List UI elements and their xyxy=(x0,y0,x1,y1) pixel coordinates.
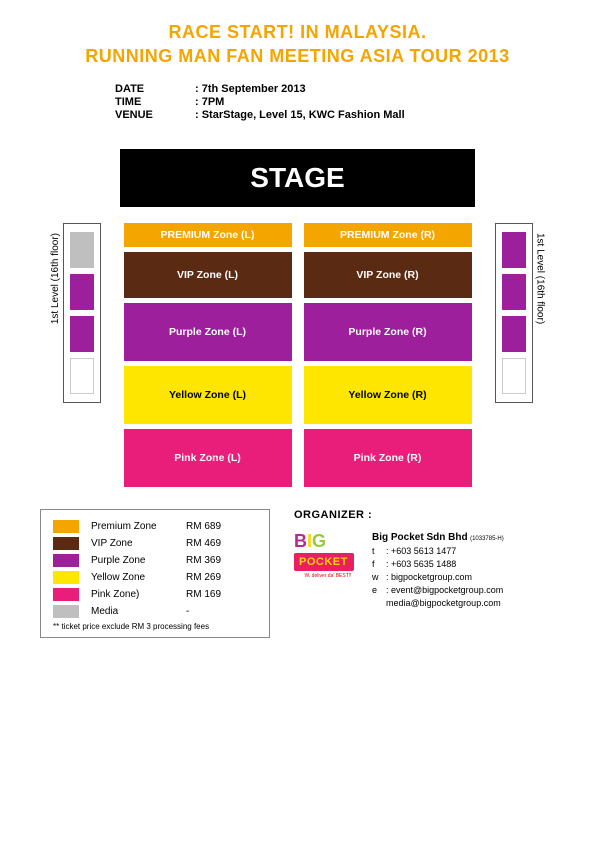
date-value: : 7th September 2013 xyxy=(195,83,306,95)
side-right-label: 1st Level (16th floor) xyxy=(533,223,548,334)
contact-e1: : event@bigpocketgroup.com xyxy=(386,584,503,597)
side-right-boxes xyxy=(495,223,533,403)
side-box xyxy=(70,358,94,394)
side-left-label: 1st Level (16th floor) xyxy=(48,223,63,334)
legend-row: VIP ZoneRM 469 xyxy=(53,537,257,550)
event-info: DATE : 7th September 2013 TIME : 7PM VEN… xyxy=(115,83,595,121)
legend-name: Yellow Zone xyxy=(91,572,186,583)
legend-note: ** ticket price exclude RM 3 processing … xyxy=(53,622,257,631)
zone-premium-l: PREMIUM Zone (L) xyxy=(124,223,292,247)
zone-vip-r: VIP Zone (R) xyxy=(304,252,472,298)
organizer-block: ORGANIZER : BIG POCKET W. deliver da' BE… xyxy=(294,509,555,611)
legend-name: Media xyxy=(91,606,186,617)
side-box xyxy=(502,316,526,352)
page-title: RACE START! IN MALAYSIA. RUNNING MAN FAN… xyxy=(0,0,595,69)
side-right: 1st Level (16th floor) xyxy=(486,223,548,487)
bottom-row: Premium ZoneRM 689VIP ZoneRM 469Purple Z… xyxy=(40,509,555,638)
zone-yellow-r: Yellow Zone (R) xyxy=(304,366,472,424)
side-box xyxy=(502,358,526,394)
zone-premium-r: PREMIUM Zone (R) xyxy=(304,223,472,247)
legend-row: Purple ZoneRM 369 xyxy=(53,554,257,567)
price-legend: Premium ZoneRM 689VIP ZoneRM 469Purple Z… xyxy=(40,509,270,638)
contact-t: : +603 5613 1477 xyxy=(386,545,456,558)
legend-price: RM 689 xyxy=(186,521,221,532)
side-box xyxy=(70,232,94,268)
logo-big-text: BIG xyxy=(294,531,362,552)
side-left: 1st Level (16th floor) xyxy=(48,223,110,487)
contact-key-t: t xyxy=(372,545,386,558)
contact-key-e: e xyxy=(372,584,386,597)
side-box xyxy=(70,316,94,352)
zone-purple-l: Purple Zone (L) xyxy=(124,303,292,361)
legend-row: Yellow ZoneRM 269 xyxy=(53,571,257,584)
venue-label: VENUE xyxy=(115,109,195,121)
title-line1: RACE START! IN MALAYSIA. xyxy=(0,20,595,44)
side-box xyxy=(70,274,94,310)
time-value: : 7PM xyxy=(195,96,224,108)
legend-name: Pink Zone) xyxy=(91,589,186,600)
contact-f: : +603 5635 1488 xyxy=(386,558,456,571)
legend-price: RM 169 xyxy=(186,589,221,600)
zone-pink-r: Pink Zone (R) xyxy=(304,429,472,487)
organizer-company: Big Pocket Sdn Bhd xyxy=(372,532,468,543)
time-label: TIME xyxy=(115,96,195,108)
seating-layout: 1st Level (16th floor) PREMIUM Zone (L) … xyxy=(38,223,558,487)
legend-swatch xyxy=(53,554,79,567)
zone-vip-l: VIP Zone (L) xyxy=(124,252,292,298)
side-box xyxy=(502,274,526,310)
legend-row: Media- xyxy=(53,605,257,618)
stage-block: STAGE xyxy=(120,149,475,207)
legend-name: Purple Zone xyxy=(91,555,186,566)
zone-purple-r: Purple Zone (R) xyxy=(304,303,472,361)
organizer-logo: BIG POCKET W. deliver da' BEST!! xyxy=(294,531,362,587)
side-box xyxy=(502,232,526,268)
legend-row: Pink Zone)RM 169 xyxy=(53,588,257,601)
organizer-reg: (1033785-H) xyxy=(470,536,504,542)
legend-name: VIP Zone xyxy=(91,538,186,549)
legend-name: Premium Zone xyxy=(91,521,186,532)
contact-e2: media@bigpocketgroup.com xyxy=(386,597,501,610)
legend-swatch xyxy=(53,537,79,550)
venue-value: : StarStage, Level 15, KWC Fashion Mall xyxy=(195,109,405,121)
legend-swatch xyxy=(53,520,79,533)
zone-pink-l: Pink Zone (L) xyxy=(124,429,292,487)
zones-grid: PREMIUM Zone (L) PREMIUM Zone (R) VIP Zo… xyxy=(124,223,472,487)
legend-price: RM 269 xyxy=(186,572,221,583)
legend-swatch xyxy=(53,605,79,618)
contact-w: : bigpocketgroup.com xyxy=(386,571,472,584)
contact-key-w: w xyxy=(372,571,386,584)
zone-yellow-l: Yellow Zone (L) xyxy=(124,366,292,424)
logo-tagline: W. deliver da' BEST!! xyxy=(294,573,362,579)
legend-price: RM 469 xyxy=(186,538,221,549)
contact-key-f: f xyxy=(372,558,386,571)
legend-row: Premium ZoneRM 689 xyxy=(53,520,257,533)
legend-swatch xyxy=(53,571,79,584)
date-label: DATE xyxy=(115,83,195,95)
legend-swatch xyxy=(53,588,79,601)
logo-pocket-text: POCKET xyxy=(294,553,354,571)
legend-price: RM 369 xyxy=(186,555,221,566)
legend-price: - xyxy=(186,606,189,617)
side-left-boxes xyxy=(63,223,101,403)
organizer-info: Big Pocket Sdn Bhd (1033785-H) t: +603 5… xyxy=(372,531,504,611)
title-line2: RUNNING MAN FAN MEETING ASIA TOUR 2013 xyxy=(0,44,595,68)
organizer-heading: ORGANIZER : xyxy=(294,509,555,521)
